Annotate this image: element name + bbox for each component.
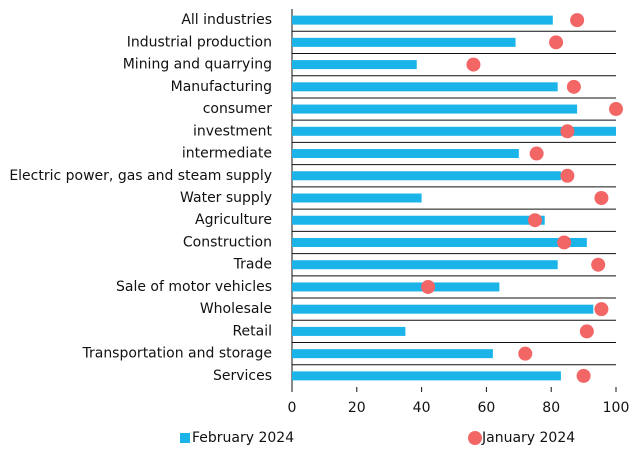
y-tick-label: Transportation and storage — [81, 346, 272, 362]
bar — [292, 149, 519, 159]
y-tick-label: Agriculture — [195, 212, 272, 228]
dot — [566, 79, 581, 94]
bar — [292, 260, 558, 270]
x-tick-label: 80 — [542, 400, 560, 416]
dot — [609, 102, 623, 117]
dot — [560, 124, 575, 139]
y-tick-label: Wholesale — [200, 301, 272, 317]
x-tick-label: 60 — [477, 400, 495, 416]
y-tick-label: Industrial production — [127, 34, 272, 50]
bar — [292, 326, 406, 336]
dot — [591, 257, 606, 272]
x-tick-label: 100 — [603, 400, 630, 416]
bar — [292, 82, 558, 92]
dot — [528, 213, 542, 228]
y-tick-label: All industries — [181, 12, 272, 28]
y-tick-label: Services — [213, 368, 272, 384]
dot — [576, 368, 591, 383]
legend-label: February 2024 — [192, 430, 294, 446]
legend-swatch — [180, 433, 190, 443]
y-tick-label: intermediate — [182, 146, 272, 162]
dot — [570, 13, 585, 28]
legend-swatch — [468, 431, 482, 445]
dot — [579, 324, 594, 339]
dot — [466, 57, 481, 72]
bar — [292, 126, 616, 136]
bar — [292, 282, 500, 292]
dot — [594, 191, 609, 205]
bar — [292, 171, 561, 181]
x-tick-label: 40 — [413, 400, 431, 416]
dot — [518, 346, 533, 361]
y-tick-label: Water supply — [180, 190, 272, 206]
y-tick-label: Sale of motor vehicles — [116, 279, 272, 295]
y-tick-label: investment — [193, 123, 273, 139]
y-tick-label: Construction — [183, 234, 272, 250]
dot — [529, 146, 544, 161]
bar — [292, 237, 587, 247]
dot — [421, 279, 436, 294]
legend-label: January 2024 — [481, 430, 575, 446]
dot — [549, 35, 564, 50]
bar — [292, 371, 561, 381]
dot — [560, 168, 575, 183]
bar — [292, 15, 553, 25]
bar — [292, 104, 578, 114]
x-tick-label: 0 — [288, 400, 297, 416]
bar — [292, 37, 516, 47]
y-tick-label: Retail — [232, 323, 272, 339]
bar — [292, 215, 545, 225]
y-tick-label: Manufacturing — [171, 79, 272, 95]
x-tick-label: 20 — [348, 400, 366, 416]
y-tick-label: consumer — [203, 101, 273, 117]
bar — [292, 304, 594, 314]
bar — [292, 60, 417, 70]
bar — [292, 193, 422, 203]
y-tick-label: Mining and quarrying — [123, 57, 272, 73]
y-tick-label: Trade — [233, 257, 272, 273]
y-tick-label: Electric power, gas and steam supply — [9, 168, 272, 184]
dot — [594, 302, 609, 317]
dot — [557, 235, 572, 250]
bar — [292, 349, 493, 359]
